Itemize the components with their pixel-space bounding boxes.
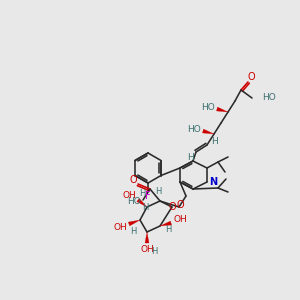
Text: OH: OH	[173, 214, 187, 224]
Text: H: H	[151, 247, 157, 256]
Text: O: O	[168, 202, 176, 212]
Polygon shape	[128, 220, 140, 226]
Polygon shape	[160, 221, 172, 226]
Text: H: H	[130, 226, 136, 236]
Polygon shape	[202, 129, 214, 134]
Polygon shape	[137, 198, 147, 207]
Text: HO: HO	[262, 94, 276, 103]
Text: N: N	[209, 177, 217, 187]
Text: HO: HO	[127, 197, 141, 206]
Text: O: O	[176, 200, 184, 210]
Text: OH: OH	[140, 245, 154, 254]
Text: HO: HO	[201, 103, 215, 112]
Text: OH: OH	[122, 190, 136, 200]
Text: HO: HO	[187, 124, 201, 134]
Text: O: O	[129, 175, 137, 185]
Text: H: H	[165, 226, 171, 235]
Text: OH: OH	[113, 224, 127, 232]
Text: H: H	[139, 188, 145, 197]
Text: H: H	[155, 188, 161, 196]
Text: H: H	[142, 203, 148, 212]
Text: H: H	[187, 152, 194, 161]
Text: H: H	[211, 136, 218, 146]
Polygon shape	[217, 107, 228, 112]
Polygon shape	[145, 232, 149, 243]
Text: O: O	[247, 72, 255, 82]
Text: F: F	[145, 191, 151, 201]
